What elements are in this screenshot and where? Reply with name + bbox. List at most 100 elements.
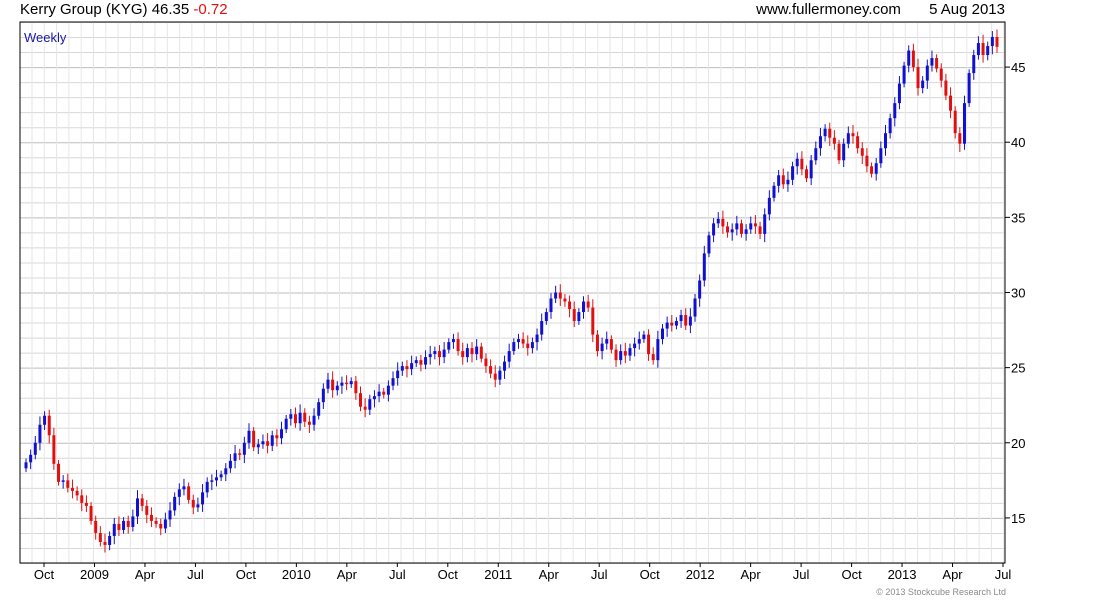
candle-body [935,58,939,69]
x-tick-label: 2013 [888,567,917,582]
y-tick-label: 35 [1011,210,1025,225]
x-tick-label: Oct [438,567,459,582]
candle-body [916,67,920,89]
candle-body [726,226,730,233]
candle-body [716,218,720,224]
candle-body [298,412,302,424]
chart-date: 5 Aug 2013 [929,1,1005,18]
candles-layer [24,29,999,553]
candle-body [619,351,623,361]
x-tick-label: Apr [337,567,358,582]
candle-body [628,348,632,356]
candle-body [860,148,864,156]
candle-body [489,366,493,374]
candle-body [303,412,307,422]
candle-body [368,399,372,410]
candle-body [554,292,558,299]
candle-body [967,73,971,104]
candle-body [479,346,483,359]
candle-body [38,424,42,443]
source-url[interactable]: www.fullermoney.com [756,1,901,18]
candle-body [465,348,469,358]
candle-body [856,136,860,149]
candle-body [897,83,901,104]
candle-body [43,415,47,425]
candle-body [767,197,771,215]
candle-body [879,148,883,164]
y-axis: 15 20 25 30 35 40 45 [1005,60,1025,526]
candle-body [972,55,976,74]
candle-body [321,388,325,403]
candle-body [865,155,869,167]
candle-body [995,37,999,47]
candle-body [112,523,116,536]
candle-body [80,495,84,503]
candle-body [925,65,929,81]
x-tick-label: Jul [793,567,810,582]
candle-body [772,185,776,198]
candle-body [809,160,813,179]
candle-body [930,58,934,66]
candle-body [335,385,339,391]
candle-body [307,421,311,425]
candle-body [57,463,61,482]
x-tick-label: 2010 [282,567,311,582]
candle-body [921,80,925,89]
candle-body [145,505,149,515]
candle-body [563,298,567,302]
candle-body [735,223,739,230]
candle-body [893,103,897,119]
candle-body [828,128,832,138]
candle-body [163,519,167,529]
candle-body [136,498,140,517]
candle-body [712,223,716,236]
candle-body [595,334,599,352]
y-tick-label: 30 [1011,286,1025,301]
candle-body [540,321,544,335]
candle-body [582,301,586,313]
candle-body [902,65,906,84]
candle-body [614,349,618,361]
candle-body [777,175,781,186]
candle-body [953,110,957,134]
x-tick-label: 2012 [686,567,715,582]
candle-body [837,143,841,161]
candle-body [763,214,767,234]
candle-body [781,175,785,185]
candle-body [94,520,98,533]
x-tick-label: Apr [135,567,156,582]
candle-body [591,307,595,335]
candle-body [345,382,349,385]
candle-body [651,354,655,361]
candle-body [149,514,153,521]
candle-body [800,158,804,170]
x-tick-label: Jul [591,567,608,582]
candle-body [544,312,548,322]
y-tick-label: 45 [1011,60,1025,75]
candle-body [512,342,516,352]
candle-body [693,298,697,317]
candle-body [758,226,762,234]
candle-body [939,68,943,81]
candle-body [907,50,911,66]
x-axis: Oct 2009 Apr Jul Oct 2010 Apr Jul Oct 2011 Apr Jul O… [34,563,1011,582]
candle-body [795,158,799,167]
candle-body [805,169,809,179]
candle-body [568,301,572,310]
candle-body [791,166,795,180]
candle-body [340,382,344,386]
candle-body [456,339,460,352]
candle-body [753,223,757,227]
candle-body [976,43,980,56]
candle-body [549,298,553,313]
candle-body [233,453,237,461]
candle-body [52,435,56,464]
candle-body [749,223,753,230]
x-tick-label: Oct [640,567,661,582]
candle-body [196,504,200,508]
candle-body [219,474,223,478]
candle-body [140,498,144,506]
candle-body [642,334,646,340]
candle-body [405,366,409,370]
